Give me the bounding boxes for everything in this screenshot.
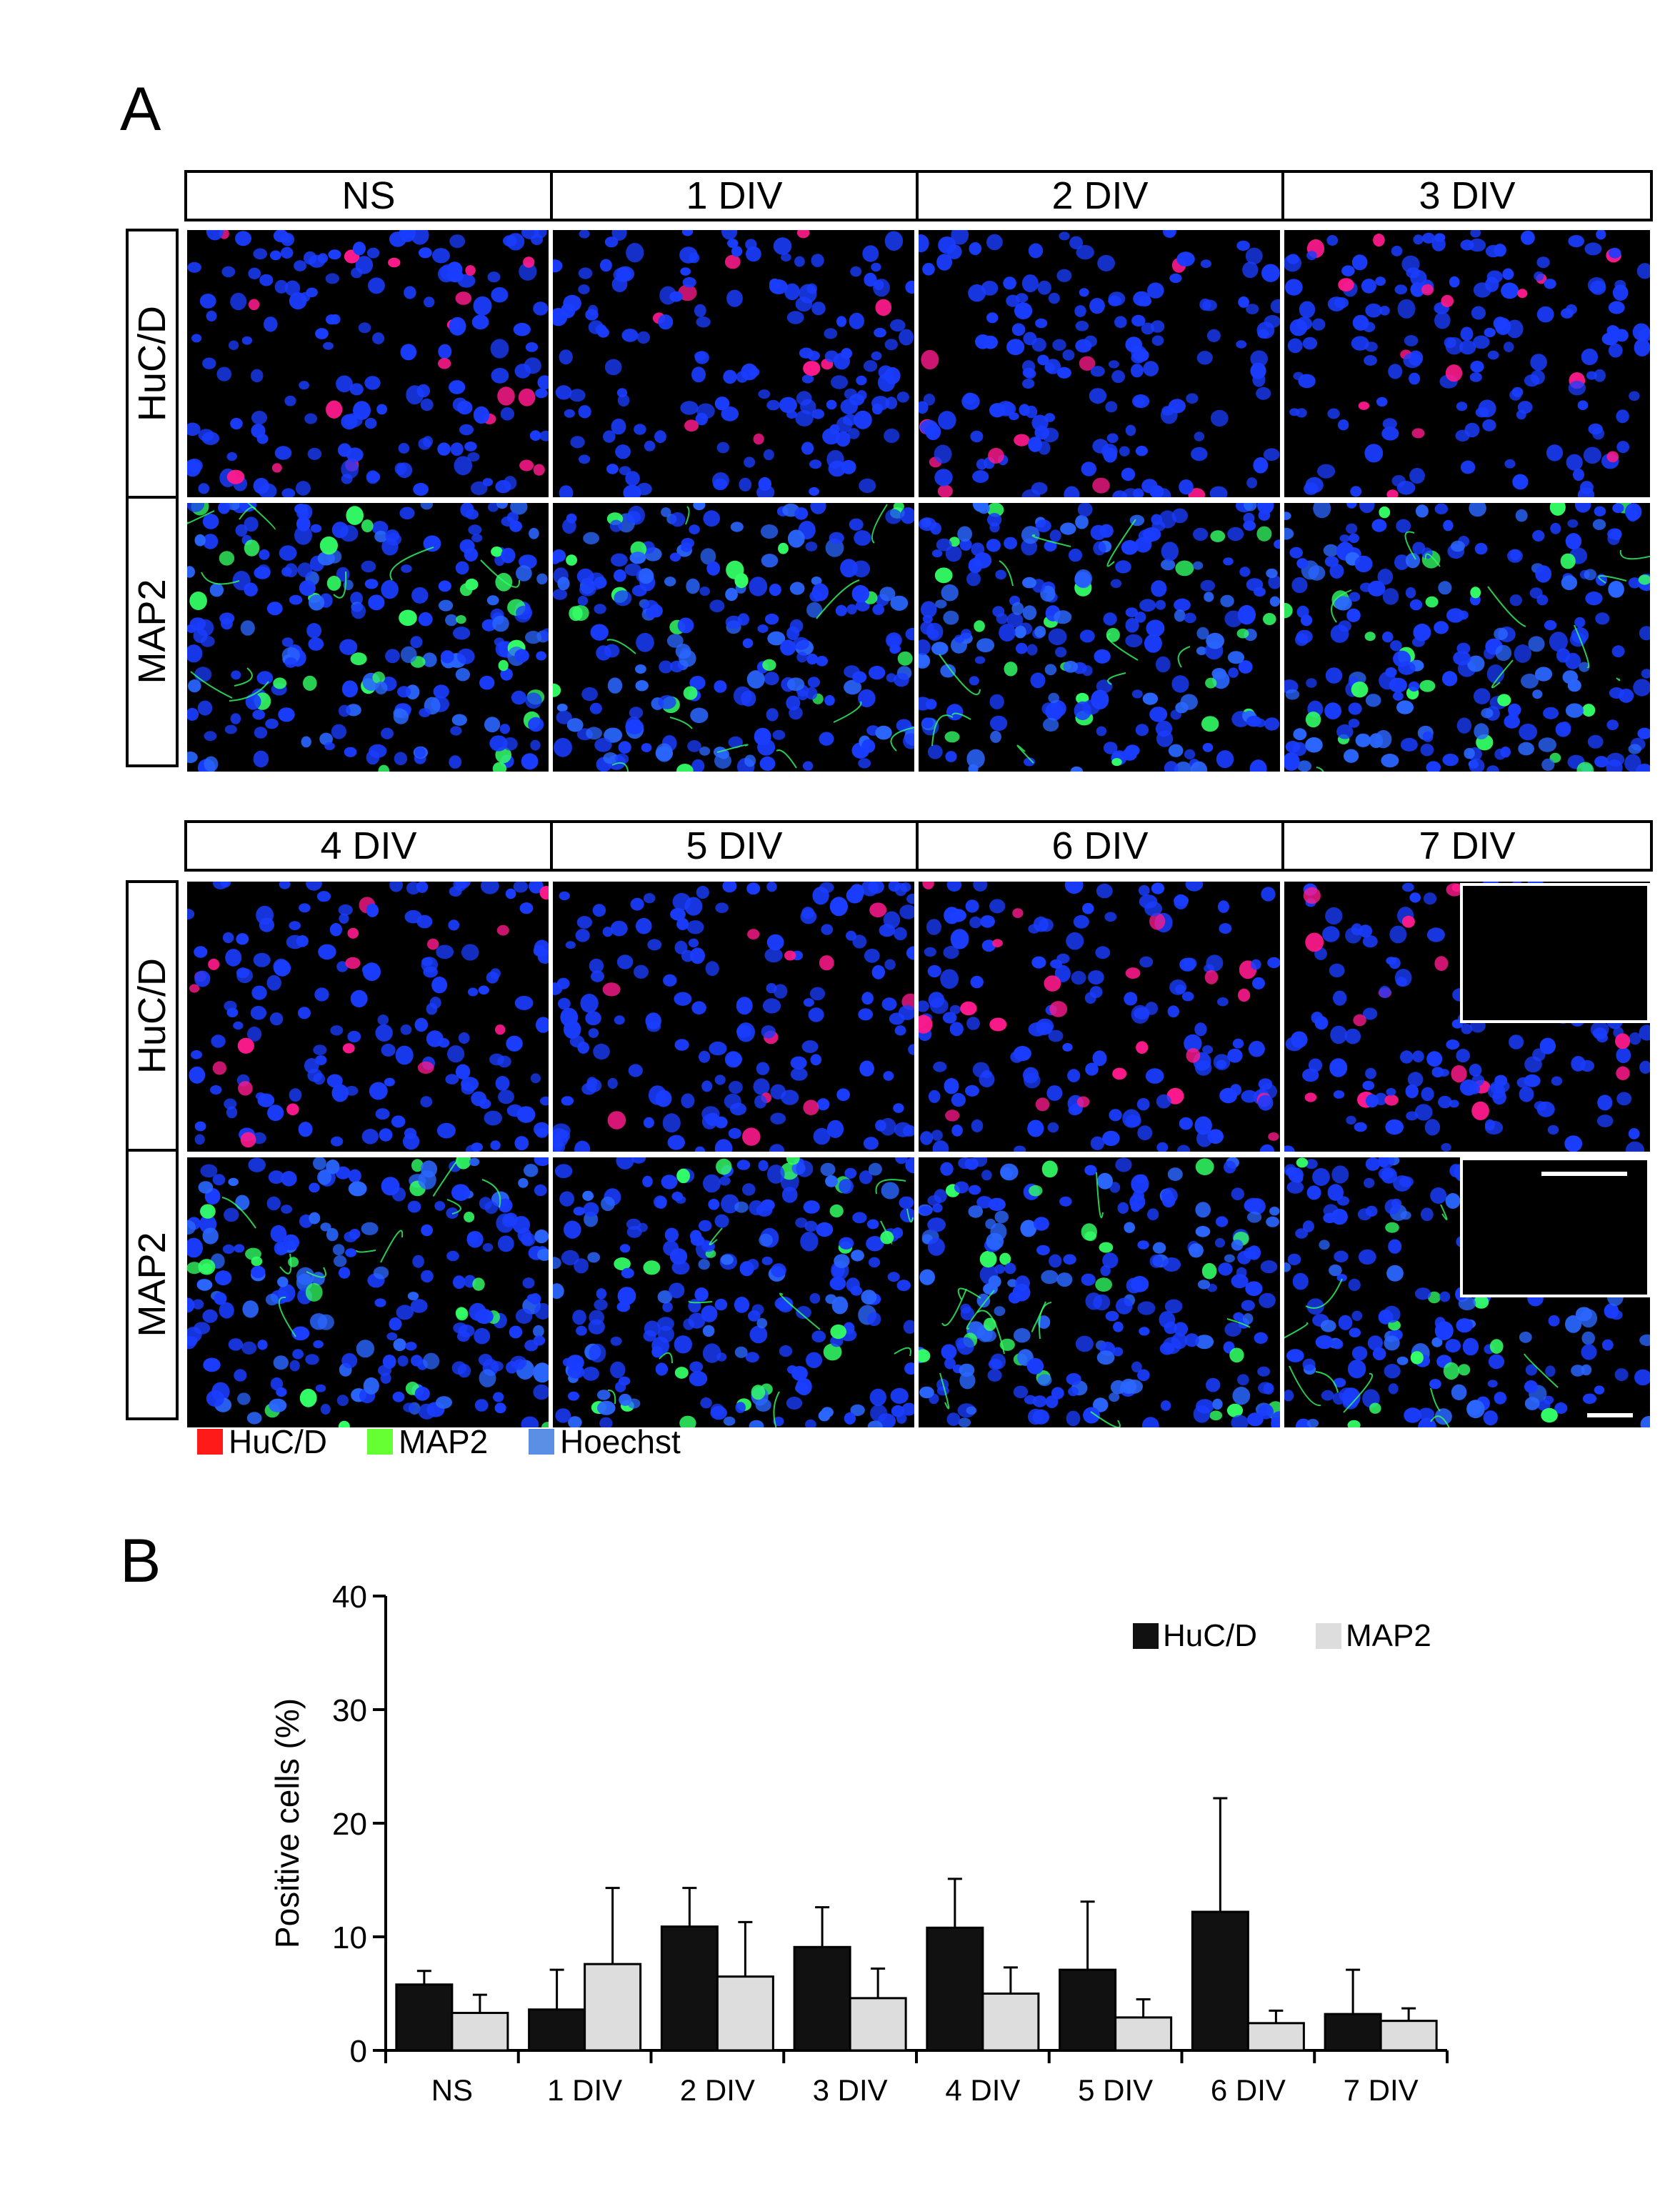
x-tick-label-5: 5 DIV <box>1078 2073 1153 2107</box>
legend-swatch-hucd <box>197 1429 223 1455</box>
bar-map2-1 <box>584 1963 642 2052</box>
y-tick-label-10: 10 <box>332 1920 367 1955</box>
micrograph-2div-hucd <box>919 230 1280 497</box>
x-tick-label-7: 7 DIV <box>1344 2073 1419 2107</box>
scale-bar-main <box>1587 1413 1633 1417</box>
legend-item-hucd: HuC/D <box>197 1420 327 1463</box>
x-tick-label-1: 1 DIV <box>547 2073 622 2107</box>
bar-hucd-6 <box>1191 1910 1249 2052</box>
column-header-1div: 1 DIV <box>550 170 919 221</box>
row-label-hucd-bottom: HuC/D <box>126 880 179 1152</box>
legend-swatch-hoechst <box>529 1429 554 1455</box>
y-tick-label-20: 20 <box>332 1807 367 1842</box>
bar-map2-5 <box>1114 2016 1173 2052</box>
y-axis-label: Positive cells (%) <box>269 1698 306 1948</box>
bar-map2-2 <box>716 1975 774 2052</box>
micrograph-2div-map2 <box>919 503 1280 772</box>
micrograph-4div-hucd <box>187 882 549 1152</box>
micrograph-4div-map2 <box>187 1157 549 1427</box>
micrograph-3div-hucd <box>1284 230 1650 497</box>
micrograph-6div-map2 <box>919 1157 1280 1427</box>
x-tick-label-4: 4 DIV <box>945 2073 1020 2107</box>
column-header-3div: 3 DIV <box>1281 170 1653 221</box>
legend-label-hucd: HuC/D <box>1163 1618 1257 1653</box>
y-tick-label-30: 30 <box>332 1693 367 1728</box>
y-tick-label-40: 40 <box>332 1580 367 1615</box>
micrograph-5div-hucd <box>553 882 914 1152</box>
legend-label-map2: MAP2 <box>1346 1618 1431 1653</box>
column-header-2div: 2 DIV <box>916 170 1284 221</box>
x-tick-label-6: 6 DIV <box>1211 2073 1286 2107</box>
legend-swatch-map2 <box>367 1429 393 1455</box>
panel-a-letter: A <box>120 75 161 144</box>
micrograph-ns-map2 <box>187 503 549 772</box>
x-tick-label-2: 2 DIV <box>680 2073 755 2107</box>
bar-hucd-7 <box>1324 2013 1382 2052</box>
bar-map2-3 <box>849 1997 907 2052</box>
legend-label-map2: MAP2 <box>399 1423 489 1460</box>
x-tick-label-3: 3 DIV <box>813 2073 888 2107</box>
bar-hucd-3 <box>793 1945 851 2052</box>
bar-hucd-5 <box>1059 1968 1117 2052</box>
x-tick-label-0: NS <box>431 2073 473 2107</box>
legend-label-hucd: HuC/D <box>229 1423 328 1460</box>
bar-hucd-2 <box>660 1925 719 2052</box>
bar-hucd-4 <box>926 1926 984 2052</box>
panel-b-letter: B <box>120 1527 161 1595</box>
legend-item-hoechst: Hoechst <box>529 1420 681 1463</box>
bar-hucd-1 <box>528 2008 586 2052</box>
inset-frame-7div-map2 <box>1460 1157 1650 1297</box>
column-header-7div: 7 DIV <box>1281 820 1653 872</box>
scale-bar-inset <box>1541 1172 1627 1176</box>
inset-frame-7div-hucd <box>1460 883 1650 1023</box>
bar-hucd-0 <box>395 1983 454 2052</box>
micrograph-3div-map2 <box>1284 503 1650 772</box>
bar-map2-7 <box>1379 2020 1438 2052</box>
bar-map2-4 <box>981 1993 1040 2052</box>
legend-label-hoechst: Hoechst <box>560 1423 681 1460</box>
column-header-5div: 5 DIV <box>550 820 919 872</box>
micrograph-6div-hucd <box>919 882 1280 1152</box>
legend-item-map2: MAP2 <box>367 1420 488 1463</box>
row-label-hucd-top: HuC/D <box>126 229 179 499</box>
column-header-ns: NS <box>184 170 553 221</box>
bar-map2-6 <box>1246 2022 1305 2052</box>
bar-map2-0 <box>451 2012 509 2052</box>
row-label-map2-bottom: MAP2 <box>126 1149 179 1420</box>
column-header-6div: 6 DIV <box>916 820 1284 872</box>
micrograph-ns-hucd <box>187 230 549 497</box>
bar-chart: 0 10 20 30 40 Positive cells (%) NS 1 DIV 2 DIV 3… <box>269 1580 1449 2107</box>
micrograph-5div-map2 <box>553 1157 914 1427</box>
column-header-4div: 4 DIV <box>184 820 553 872</box>
micrograph-1div-map2 <box>553 503 914 772</box>
legend-swatch-hucd <box>1133 1623 1159 1649</box>
y-tick-label-0: 0 <box>350 2034 367 2069</box>
micrograph-1div-hucd <box>553 230 914 497</box>
row-label-map2-top: MAP2 <box>126 496 179 767</box>
legend-swatch-map2 <box>1316 1623 1341 1649</box>
